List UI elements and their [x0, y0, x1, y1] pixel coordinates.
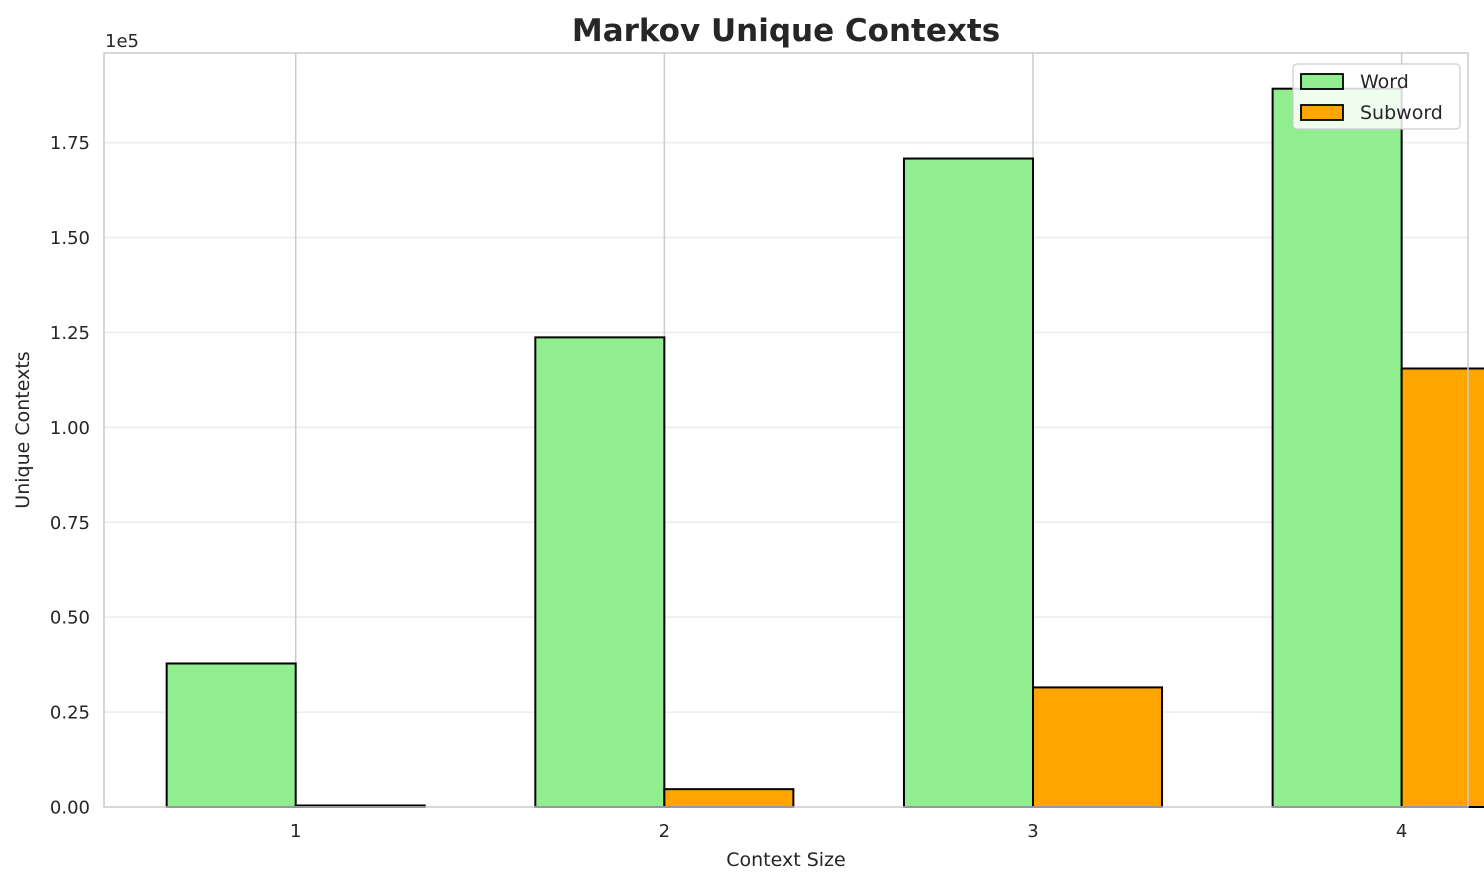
- y-axis-label: Unique Contexts: [12, 351, 34, 508]
- bar-word-3: [902, 157, 1034, 809]
- y-tick-label: 1.25: [50, 323, 90, 344]
- legend-swatch-word: [1300, 73, 1344, 90]
- plot-frame: [103, 52, 1469, 808]
- y-tick-label: 0.75: [50, 513, 90, 534]
- y-tick-label: 1.50: [50, 228, 90, 249]
- bars: [165, 87, 1484, 809]
- legend-swatch-subword: [1300, 104, 1344, 121]
- y-tick-label: 0.00: [50, 798, 90, 819]
- y-tick-label: 0.25: [50, 703, 90, 724]
- x-tick-label: 4: [1396, 821, 1407, 842]
- y-tick-label: 0.50: [50, 608, 90, 629]
- y-axis-ticks: 0.00 0.25 0.50 0.75 1.00 1.25 1.50 1.75: [50, 133, 90, 818]
- bar-subword-3: [1031, 686, 1164, 808]
- legend-label-word: Word: [1360, 71, 1409, 93]
- bar-word-4: [1271, 87, 1403, 809]
- x-axis-ticks: 1 2 3 4: [290, 821, 1407, 842]
- legend-label-subword: Subword: [1360, 102, 1443, 124]
- bar-subword-4: [1400, 367, 1484, 808]
- y-axis-offset-label: 1e5: [105, 31, 139, 52]
- x-tick-label: 1: [290, 821, 301, 842]
- bar-subword-2: [663, 788, 795, 808]
- x-tick-label: 2: [659, 821, 670, 842]
- bar-word-1: [165, 662, 297, 809]
- chart-title: Markov Unique Contexts: [572, 13, 1000, 49]
- y-tick-label: 1.00: [50, 418, 90, 439]
- x-tick-label: 3: [1027, 821, 1038, 842]
- y-tick-label: 1.75: [50, 133, 90, 154]
- x-axis-label: Context Size: [726, 849, 845, 871]
- bar-word-2: [534, 336, 666, 808]
- legend: Word Subword: [1292, 63, 1461, 130]
